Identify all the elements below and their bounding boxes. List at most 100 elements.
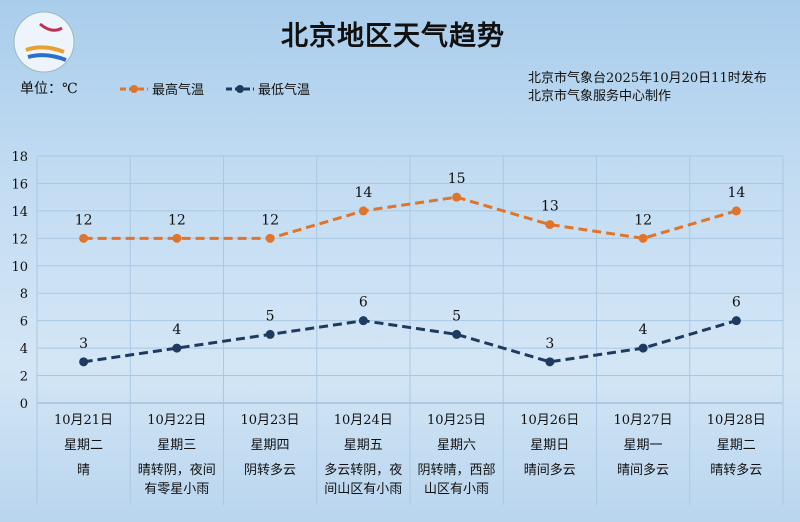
weather-line: 阴转多云 [243,463,296,478]
weather-label: 晴 [37,461,130,480]
weekday-label: 星期一 [623,438,663,453]
data-label: 4 [172,322,181,338]
weather-label: 晴间多云 [503,461,596,480]
weather-line: 晴转多云 [710,463,763,478]
weather-line: 晴间多云 [523,463,576,478]
weather-line: 多云转阴，夜 [324,463,403,478]
data-point [638,343,648,353]
unit-label: 单位：℃ [20,81,78,97]
data-point [172,233,182,243]
weekday-label: 星期二 [63,438,103,453]
y-tick-label: 4 [20,342,28,357]
issuer-line: 北京市气象台2025年10月20日11时发布 [528,71,767,86]
legend-high-label: 最高气温 [152,83,205,98]
data-point [79,233,89,243]
day-column: 10月23日 星期四阴转多云 [224,411,317,480]
date-label: 10月22日 [147,413,207,428]
weather-label: 晴转阴，夜间 有零星小雨 [130,461,223,499]
weather-line: 有零星小雨 [144,482,210,497]
data-label: 13 [541,199,559,215]
date-label: 10月21日 [53,413,114,428]
issuer-line: 北京市气象服务中心制作 [528,89,672,104]
y-tick-label: 8 [20,287,28,302]
series-line-low [83,319,737,364]
date-label: 10月24日 [333,413,393,428]
data-label: 14 [727,185,745,201]
weekday-label: 星期六 [436,438,476,453]
data-label: 3 [545,336,554,352]
weather-line: 间山区有小雨 [324,482,403,497]
day-column: 10月26日 星期日晴间多云 [503,411,596,480]
y-tick-label: 10 [11,260,28,275]
data-label: 6 [359,295,368,311]
y-tick-label: 2 [20,370,28,385]
data-label: 3 [79,336,88,352]
data-point [358,206,368,216]
weekday-label: 星期二 [716,438,756,453]
y-tick-label: 6 [20,315,28,330]
data-label: 6 [732,295,741,311]
data-label: 12 [261,212,279,228]
weather-line: 晴间多云 [616,463,669,478]
date-label: 10月23日 [240,413,300,428]
y-tick-label: 12 [11,232,28,247]
weather-line: 山区有小雨 [423,482,489,497]
data-point [731,206,741,216]
y-tick-label: 14 [11,205,28,220]
date-label: 10月28日 [706,413,766,428]
data-label: 5 [452,308,461,324]
day-column: 10月21日 星期二晴 [37,411,130,480]
y-tick-label: 18 [11,150,28,165]
logo [13,11,75,73]
legend-high: 最高气温 [120,79,204,98]
weekday-label: 星期五 [343,438,383,453]
day-column: 10月25日 星期六阴转晴，西部 山区有小雨 [410,411,503,499]
legend-low: 最低气温 [226,79,310,98]
y-tick-label: 16 [11,177,28,192]
data-label: 12 [75,212,93,228]
day-column: 10月22日 星期三晴转阴，夜间 有零星小雨 [130,411,223,499]
y-tick-label: 0 [20,397,28,412]
data-label: 12 [634,212,652,228]
weekday-label: 星期三 [157,438,197,453]
page-title: 北京地区天气趋势 [281,21,505,52]
data-label: 15 [448,171,466,187]
legend-high-marker [120,84,148,93]
date-label: 10月26日 [520,413,580,428]
data-label: 5 [266,308,275,324]
data-label: 14 [354,185,372,201]
weather-label: 多云转阴，夜 间山区有小雨 [317,461,410,499]
weather-label: 晴转多云 [690,461,783,480]
legend-low-marker [226,84,254,93]
data-point [452,192,462,202]
weather-label: 阴转晴，西部 山区有小雨 [410,461,503,499]
day-column: 10月27日 星期一晴间多云 [597,411,690,480]
weather-label: 阴转多云 [224,461,317,480]
weekday-label: 星期四 [250,438,290,453]
data-label: 4 [639,322,648,338]
weather-label: 晴间多云 [597,461,690,480]
data-point [545,220,555,230]
day-column: 10月28日 星期二晴转多云 [690,411,783,480]
data-point [545,357,555,367]
legend-low-label: 最低气温 [258,83,311,98]
series-line-high [83,195,737,240]
weather-line: 晴 [76,463,90,478]
data-point [265,329,275,339]
weather-line: 阴转晴，西部 [417,463,496,478]
data-point [172,343,182,353]
date-label: 10月25日 [426,413,487,428]
data-point [731,316,741,326]
data-point [265,233,275,243]
date-label: 10月27日 [613,413,673,428]
data-point [358,316,368,326]
data-point [638,233,648,243]
data-point [79,357,89,367]
issuer-note: 北京市气象台2025年10月20日11时发布 北京市气象服务中心制作 [528,70,767,106]
data-label: 12 [168,212,186,228]
weekday-label: 星期日 [530,438,570,453]
weather-line: 晴转阴，夜间 [137,463,216,478]
day-column: 10月24日 星期五多云转阴，夜 间山区有小雨 [317,411,410,499]
data-point [452,329,462,339]
